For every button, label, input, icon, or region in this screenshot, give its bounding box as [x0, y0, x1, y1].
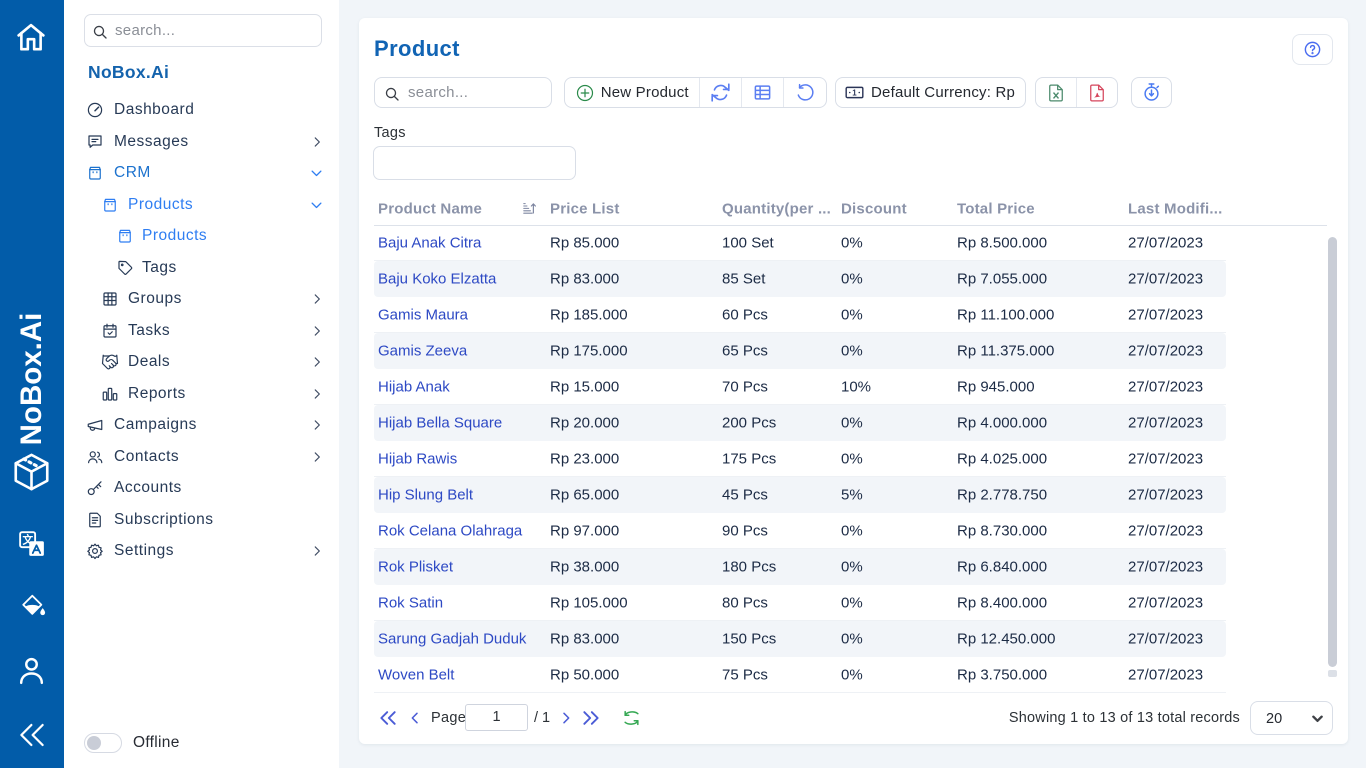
svg-text:1: 1: [852, 88, 857, 97]
